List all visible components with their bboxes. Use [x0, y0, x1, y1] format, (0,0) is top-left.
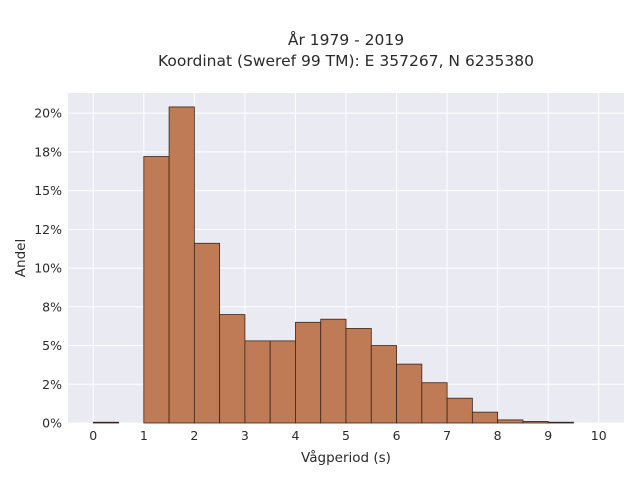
histogram-bar-14	[446, 397, 473, 424]
x-tick-label-0: 0	[89, 428, 97, 443]
x-tick-label-1: 1	[140, 428, 148, 443]
histogram-bar-0	[92, 421, 119, 424]
y-tick-label-3: 8%	[42, 299, 62, 314]
x-tick-label-2: 2	[190, 428, 198, 443]
histogram-bar-3	[168, 106, 195, 424]
histogram-bars	[92, 106, 574, 424]
y-tick-label-0: 0%	[42, 416, 62, 431]
histogram-bar-17	[522, 421, 549, 424]
histogram-bar-4	[193, 242, 221, 424]
x-tick-label-4: 4	[291, 428, 299, 443]
histogram-bar-12	[396, 363, 423, 424]
x-tick-label-5: 5	[342, 428, 350, 443]
x-tick-label-7: 7	[443, 428, 451, 443]
y-tick-label-7: 18%	[34, 144, 62, 159]
chart-title-line1: År 1979 - 2019	[288, 30, 404, 49]
histogram-bar-8	[295, 321, 322, 424]
x-axis-ticks: 0 1 2 3 4 5 6 7 8 9 10	[89, 428, 606, 443]
x-tick-label-9: 9	[544, 428, 552, 443]
histogram-bar-2	[143, 156, 170, 424]
y-tick-label-2: 5%	[42, 338, 62, 353]
histogram-bar-11	[370, 345, 397, 424]
histogram-bar-9	[320, 318, 347, 424]
histogram-bar-6	[244, 340, 271, 424]
y-tick-label-8: 20%	[34, 106, 62, 121]
histogram-bar-18	[547, 421, 574, 424]
histogram-bar-10	[345, 328, 372, 424]
y-tick-label-4: 10%	[34, 261, 62, 276]
y-axis-ticks: 0% 2% 5% 8% 10% 12% 15% 18% 20%	[34, 106, 62, 431]
x-tick-label-3: 3	[241, 428, 249, 443]
x-tick-label-10: 10	[591, 428, 607, 443]
y-axis-label: Andel	[13, 239, 29, 277]
histogram-bar-15	[471, 411, 499, 424]
chart-title-line2: Koordinat (Sweref 99 TM): E 357267, N 62…	[158, 52, 534, 70]
histogram-bar-7	[269, 340, 296, 424]
x-axis-label: Vågperiod (s)	[301, 449, 391, 466]
histogram-bar-13	[421, 382, 448, 424]
histogram-bar-5	[219, 314, 246, 424]
y-tick-label-6: 15%	[34, 183, 62, 198]
histogram-bar-16	[497, 419, 524, 424]
y-tick-label-5: 12%	[34, 222, 62, 237]
y-tick-label-1: 2%	[42, 377, 62, 392]
x-tick-label-8: 8	[494, 428, 502, 443]
x-tick-label-6: 6	[393, 428, 401, 443]
